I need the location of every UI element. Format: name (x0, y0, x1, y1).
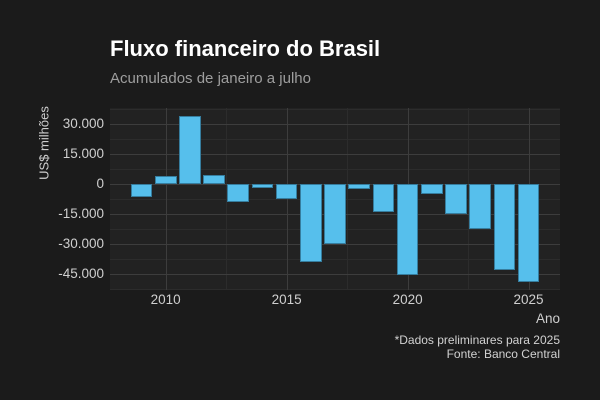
x-tick-label: 2010 (150, 292, 181, 307)
x-tick-label: 2015 (271, 292, 302, 307)
x-tick-label: 2025 (513, 292, 544, 307)
bar-2014 (251, 183, 274, 188)
y-tick-label: 30.000 (62, 115, 104, 131)
bar-2011 (179, 115, 201, 184)
bar-2009 (130, 183, 153, 197)
chart-title: Fluxo financeiro do Brasil (110, 36, 381, 61)
y-tick-label: -15.000 (58, 205, 104, 221)
chart-caption: *Dados preliminares para 2025 Fonte: Ban… (394, 333, 560, 361)
gridline-x-minor (226, 108, 228, 290)
bar-2016 (299, 183, 322, 262)
gridline-y-minor (110, 138, 560, 140)
gridline-y-minor (110, 258, 560, 260)
bar-2017 (324, 183, 346, 244)
gridline-y-minor (110, 168, 560, 170)
bar-2024 (493, 183, 516, 270)
bar-2012 (203, 174, 225, 184)
plot-panel (110, 108, 560, 290)
gridline-y-minor (110, 289, 560, 290)
bar-2022 (445, 183, 467, 214)
y-tick-label: 15.000 (62, 145, 104, 161)
y-tick-label: -45.000 (58, 266, 104, 281)
caption-preliminary-note: *Dados preliminares para 2025 (394, 333, 560, 347)
gridline-x-major (165, 108, 167, 290)
bar-2021 (420, 183, 443, 194)
gridline-y-major (110, 153, 560, 155)
x-tick-label: 2020 (392, 292, 423, 307)
gridline-x-major (286, 108, 288, 290)
gridline-y-major (110, 243, 560, 245)
y-tick-label: 0 (96, 175, 104, 191)
gridline-y-major (110, 274, 560, 275)
x-axis-title: Ano (535, 311, 560, 326)
bar-2018 (348, 183, 371, 189)
bar-2013 (227, 183, 250, 202)
caption-source: Fonte: Banco Central (446, 346, 560, 361)
bar-2015 (275, 183, 298, 199)
gridline-y-major (110, 123, 560, 125)
bar-2025 (517, 183, 540, 282)
bar-2010 (154, 175, 177, 184)
gridline-x-minor (468, 108, 470, 290)
bar-2023 (469, 183, 492, 229)
y-tick-label: -30.000 (58, 235, 104, 251)
bar-2019 (372, 183, 395, 212)
gridline-x-minor (347, 108, 349, 290)
chart-subtitle: Acumulados de janeiro a julho (110, 70, 311, 87)
gridline-y-minor (110, 108, 560, 110)
bar-2020 (396, 183, 419, 275)
